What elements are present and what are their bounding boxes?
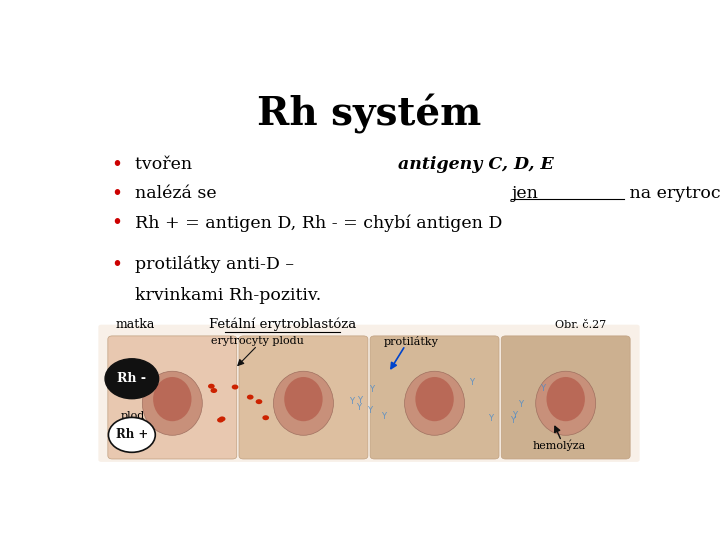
FancyBboxPatch shape xyxy=(108,336,237,459)
Circle shape xyxy=(232,384,238,389)
Circle shape xyxy=(109,417,156,453)
Text: erytrocyty plodu: erytrocyty plodu xyxy=(211,336,304,346)
Text: Y: Y xyxy=(369,385,374,394)
Text: •: • xyxy=(111,255,122,274)
Text: Rh -: Rh - xyxy=(117,372,146,385)
Text: Y: Y xyxy=(539,384,544,393)
Text: antigeny C, D, E: antigeny C, D, E xyxy=(398,156,554,173)
Circle shape xyxy=(208,384,215,389)
Text: Fetální erytroblastóza: Fetální erytroblastóza xyxy=(209,318,356,332)
FancyBboxPatch shape xyxy=(99,325,639,462)
Text: •: • xyxy=(111,155,122,174)
Ellipse shape xyxy=(143,371,202,435)
Text: jen: jen xyxy=(511,185,538,202)
Text: •: • xyxy=(111,213,122,232)
Text: plod: plod xyxy=(121,411,145,421)
Text: protilátky anti-D –: protilátky anti-D – xyxy=(135,255,299,273)
Text: na erytrocytech: na erytrocytech xyxy=(624,185,720,202)
Ellipse shape xyxy=(153,377,192,421)
Circle shape xyxy=(247,395,253,400)
Text: Y: Y xyxy=(366,406,372,415)
Text: Y: Y xyxy=(356,403,361,411)
Text: hemolýza: hemolýza xyxy=(532,440,585,451)
Text: tvořen: tvořen xyxy=(135,156,197,173)
Circle shape xyxy=(105,359,158,399)
Text: Y: Y xyxy=(357,396,361,405)
Text: nalézá se: nalézá se xyxy=(135,185,222,202)
Ellipse shape xyxy=(274,371,333,435)
FancyBboxPatch shape xyxy=(370,336,499,459)
Text: Y: Y xyxy=(488,414,493,423)
FancyBboxPatch shape xyxy=(501,336,630,459)
Text: •: • xyxy=(111,184,122,203)
Circle shape xyxy=(217,417,224,423)
Text: Y: Y xyxy=(510,416,516,425)
Text: Y: Y xyxy=(518,400,523,409)
Circle shape xyxy=(262,415,269,420)
Text: Y: Y xyxy=(469,379,474,387)
Text: Y: Y xyxy=(348,396,354,406)
Text: Y: Y xyxy=(381,412,386,421)
Ellipse shape xyxy=(284,377,323,421)
Text: matka: matka xyxy=(115,318,155,331)
Ellipse shape xyxy=(536,371,595,435)
Ellipse shape xyxy=(415,377,454,421)
Text: protilátky: protilátky xyxy=(384,336,438,347)
Text: krvinkami Rh-pozitiv.: krvinkami Rh-pozitiv. xyxy=(135,287,321,304)
Ellipse shape xyxy=(405,371,464,435)
Text: Y: Y xyxy=(512,411,517,420)
Circle shape xyxy=(210,388,217,393)
Circle shape xyxy=(256,399,262,404)
Text: Rh +: Rh + xyxy=(116,428,148,441)
Circle shape xyxy=(219,416,225,421)
Text: Obr. č.27: Obr. č.27 xyxy=(555,320,607,330)
Text: Rh systém: Rh systém xyxy=(257,94,481,134)
Ellipse shape xyxy=(546,377,585,421)
Text: Rh + = antigen D, Rh - = chybí antigen D: Rh + = antigen D, Rh - = chybí antigen D xyxy=(135,214,502,232)
FancyBboxPatch shape xyxy=(239,336,368,459)
